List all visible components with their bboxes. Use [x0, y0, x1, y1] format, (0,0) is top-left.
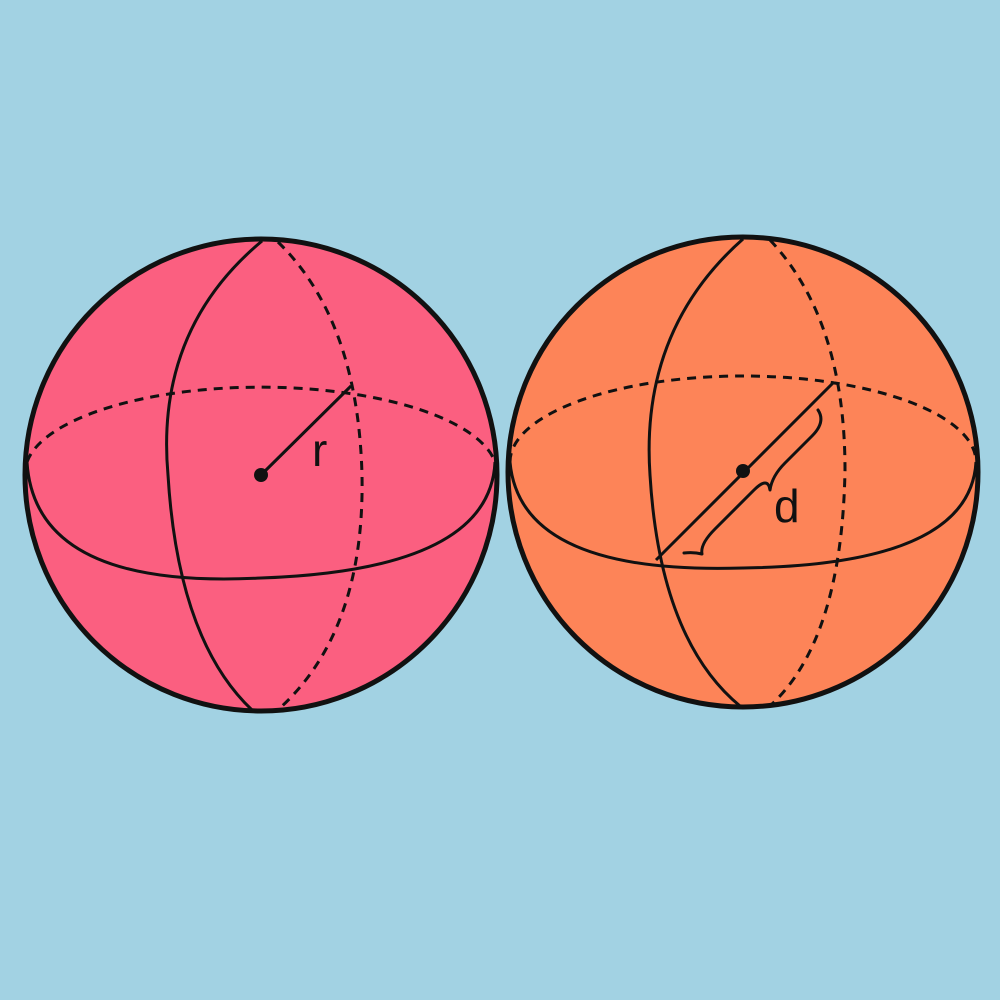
radius-sphere-meridian-front: [165, 239, 263, 712]
diameter-sphere-center-point: [736, 464, 750, 478]
diameter-sphere: d: [505, 234, 981, 710]
radius-sphere-equator-front: [25, 461, 497, 581]
diameter-sphere-meridian-back: [768, 238, 847, 708]
radius-sphere-equator-back: [25, 385, 497, 463]
diameter-label: d: [774, 480, 800, 532]
radius-label: r: [312, 424, 327, 476]
diameter-brace: [682, 408, 823, 556]
radius-sphere-meridian-back: [276, 240, 364, 710]
radius-sphere-center-point: [254, 468, 268, 482]
diameter-sphere-meridian-front: [647, 237, 744, 708]
radius-sphere: r: [22, 236, 500, 714]
diameter-sphere-equator-front: [508, 461, 978, 570]
radius-line: [259, 384, 353, 477]
diameter-sphere-equator-back: [508, 374, 978, 463]
